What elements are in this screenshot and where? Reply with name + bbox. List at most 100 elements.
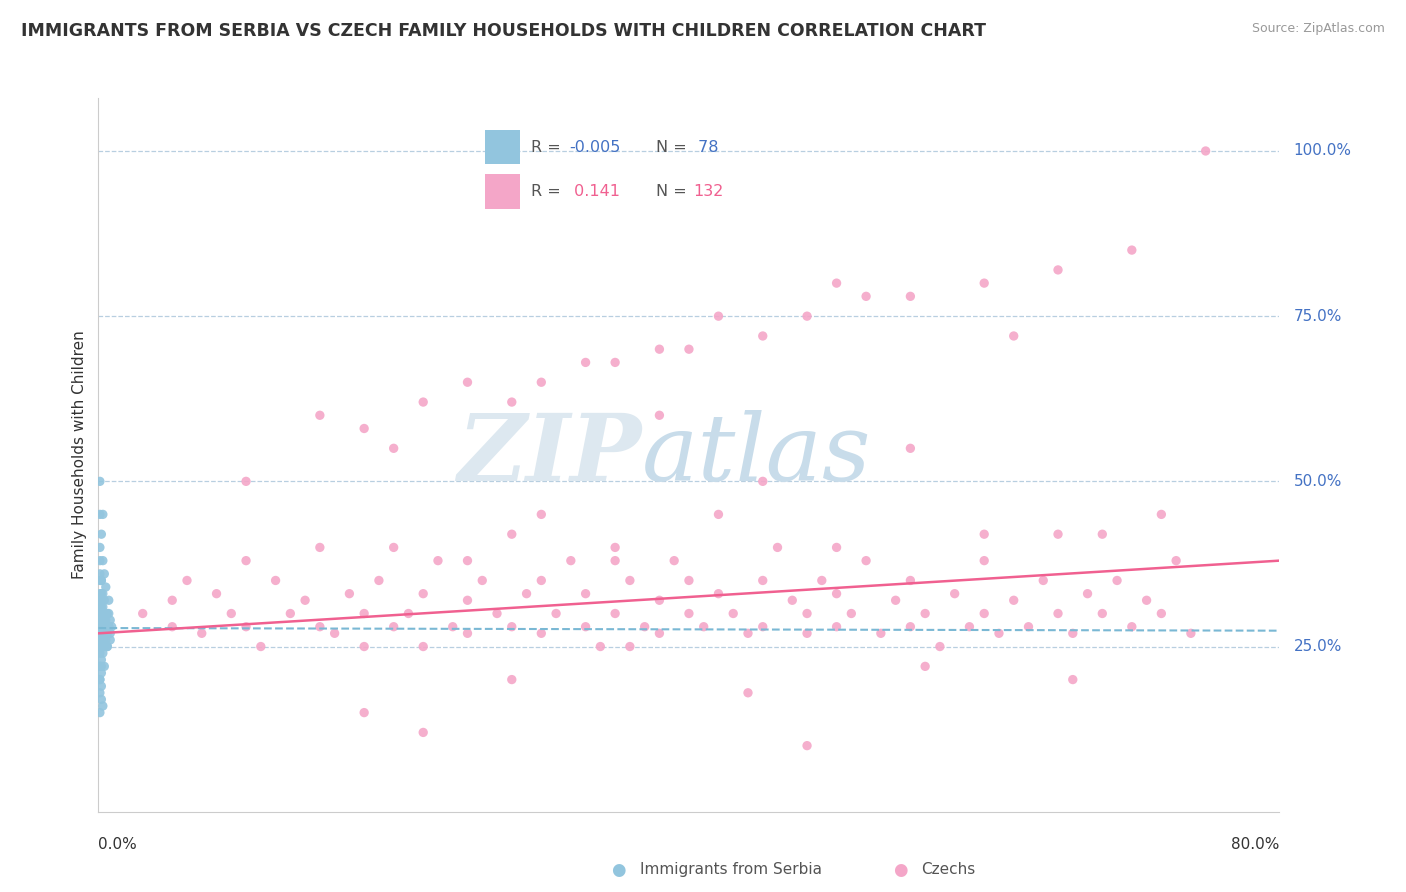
Point (959, 620, 981, 634)
Bar (485, 129, 520, 164)
Point (89, 706, 111, 720)
Point (96, 640, 118, 654)
Point (501, 527, 523, 541)
Point (90, 527, 112, 541)
Point (96, 607, 118, 621)
Point (98, 613, 121, 627)
Point (89, 673, 111, 687)
Point (928, 640, 950, 654)
Point (90, 607, 112, 621)
Point (825, 620, 848, 634)
Point (89, 574, 111, 588)
Point (839, 607, 862, 621)
Point (1121, 620, 1143, 634)
Point (855, 289, 877, 303)
Point (605, 607, 627, 621)
Point (91, 554, 114, 568)
Point (678, 607, 700, 621)
Point (90, 692, 112, 706)
Point (91, 632, 114, 647)
Point (89, 508, 111, 522)
Point (294, 593, 316, 607)
Text: R =: R = (531, 184, 567, 199)
Point (89, 587, 111, 601)
Text: 100.0%: 100.0% (1294, 144, 1351, 159)
Text: N =: N = (655, 140, 692, 155)
Point (619, 574, 641, 588)
Point (751, 574, 773, 588)
Point (619, 640, 641, 654)
Text: 78: 78 (693, 140, 718, 155)
Point (605, 355, 627, 369)
Point (353, 640, 375, 654)
Point (90, 665, 112, 680)
Point (100, 620, 122, 634)
Text: IMMIGRANTS FROM SERBIA VS CZECH FAMILY HOUSEHOLDS WITH CHILDREN CORRELATION CHAR: IMMIGRANTS FROM SERBIA VS CZECH FAMILY H… (21, 22, 986, 40)
Point (648, 409, 671, 423)
Point (530, 626, 553, 640)
Point (560, 554, 582, 568)
Point (91, 508, 114, 522)
Point (486, 607, 509, 621)
Point (93, 659, 115, 673)
Point (825, 587, 848, 601)
Text: 132: 132 (693, 184, 724, 199)
Point (501, 395, 523, 409)
Point (90, 640, 112, 654)
Point (973, 607, 995, 621)
Point (751, 620, 773, 634)
Point (94, 607, 117, 621)
Text: -0.005: -0.005 (569, 140, 620, 155)
Point (1017, 620, 1039, 634)
Point (855, 554, 877, 568)
Point (89, 541, 111, 555)
Point (427, 554, 450, 568)
Point (162, 620, 183, 634)
Point (900, 574, 922, 588)
Text: atlas: atlas (641, 410, 872, 500)
Text: R =: R = (531, 140, 567, 155)
Point (89, 599, 111, 614)
Point (648, 593, 671, 607)
Point (309, 409, 332, 423)
Point (91, 587, 114, 601)
Point (1046, 527, 1069, 541)
Point (353, 607, 375, 621)
Point (1164, 554, 1187, 568)
Point (412, 725, 434, 739)
Point (337, 587, 360, 601)
Point (605, 541, 627, 555)
Point (737, 686, 759, 700)
Point (90, 659, 112, 673)
Point (94, 607, 117, 621)
Point (1046, 263, 1069, 277)
Point (574, 587, 596, 601)
Point (235, 620, 257, 634)
Point (1091, 527, 1114, 541)
Point (91, 640, 114, 654)
Point (90, 626, 112, 640)
Point (501, 620, 523, 634)
Text: Czechs: Czechs (921, 863, 976, 877)
Point (1195, 144, 1218, 158)
Point (1180, 626, 1202, 640)
Point (678, 342, 700, 356)
Bar (485, 175, 520, 210)
Point (501, 673, 523, 687)
Point (796, 607, 818, 621)
Point (589, 640, 612, 654)
Point (90, 574, 112, 588)
Point (1121, 243, 1143, 257)
Point (1105, 574, 1128, 588)
Point (810, 574, 832, 588)
Point (89, 593, 111, 607)
Point (89, 673, 111, 687)
Point (98, 632, 121, 647)
Point (91, 620, 114, 634)
Point (89, 686, 111, 700)
Point (91, 646, 114, 660)
Point (93, 607, 115, 621)
Point (96, 626, 118, 640)
Point (278, 607, 302, 621)
Point (1091, 607, 1114, 621)
